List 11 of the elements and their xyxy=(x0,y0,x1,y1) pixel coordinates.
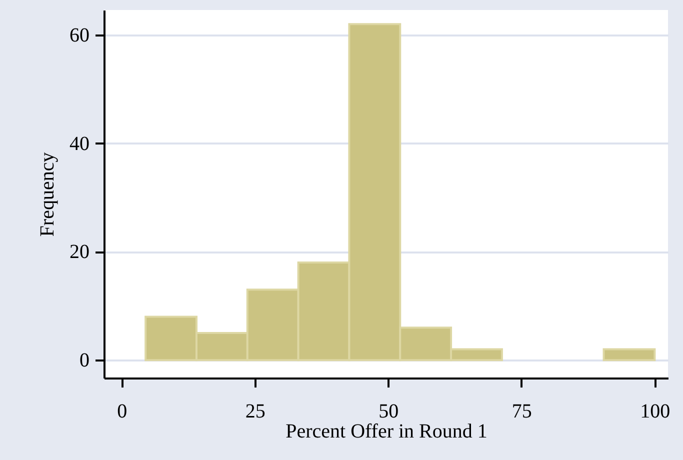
x-tick-label: 50 xyxy=(378,400,399,422)
x-tick-label: 75 xyxy=(512,400,532,422)
y-tick-label: 20 xyxy=(70,241,90,264)
y-axis-title: Frequency xyxy=(36,152,58,237)
y-tick-label: 0 xyxy=(80,350,90,372)
x-tick-label: 100 xyxy=(640,400,670,422)
x-tick-label: 0 xyxy=(117,400,128,422)
x-axis-title: Percent Offer in Round 1 xyxy=(286,420,488,442)
x-tick-label: 25 xyxy=(245,400,266,422)
y-tick-label: 60 xyxy=(70,24,90,46)
y-tick-label: 40 xyxy=(70,132,90,155)
